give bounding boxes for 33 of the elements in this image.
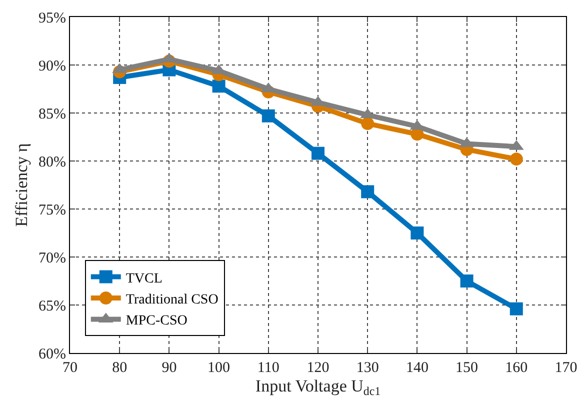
y-tick-label: 85% — [38, 106, 66, 122]
x-tick-label: 130 — [356, 360, 379, 376]
y-tick-label: 95% — [38, 10, 66, 26]
legend-label: TVCL — [126, 271, 162, 286]
x-tick-label: 80 — [112, 360, 128, 376]
x-tick-label: 90 — [162, 360, 177, 376]
point — [510, 152, 523, 166]
point — [212, 80, 226, 93]
point — [410, 226, 424, 240]
y-axis-title: Efficiency η — [12, 143, 32, 227]
legend-label: MPC-CSO — [126, 314, 188, 329]
point — [361, 117, 374, 130]
x-tick-label: 170 — [554, 360, 578, 376]
x-tick-label: 160 — [505, 360, 528, 376]
y-tick-label: 70% — [38, 250, 66, 266]
y-tick-label: 80% — [38, 154, 66, 170]
y-tick-label: 65% — [38, 298, 66, 314]
point — [361, 185, 374, 198]
y-tick-label: 90% — [38, 58, 66, 74]
x-tick-label: 150 — [456, 360, 478, 376]
x-tick-label: 110 — [257, 360, 280, 376]
point — [262, 109, 275, 122]
point — [460, 274, 474, 288]
point — [510, 302, 523, 316]
x-tick-label: 140 — [406, 360, 428, 376]
y-tick-label: 75% — [38, 202, 66, 218]
y-tick-label: 60% — [38, 346, 66, 362]
x-tick-label: 100 — [208, 360, 230, 376]
x-axis-title: Input Voltage U$_{dc1}$ — [255, 376, 381, 398]
point — [312, 146, 324, 160]
legend-label: Traditional CSO — [126, 292, 218, 308]
x-tick-label: 120 — [306, 360, 330, 376]
x-tick-label: 70 — [62, 360, 78, 376]
